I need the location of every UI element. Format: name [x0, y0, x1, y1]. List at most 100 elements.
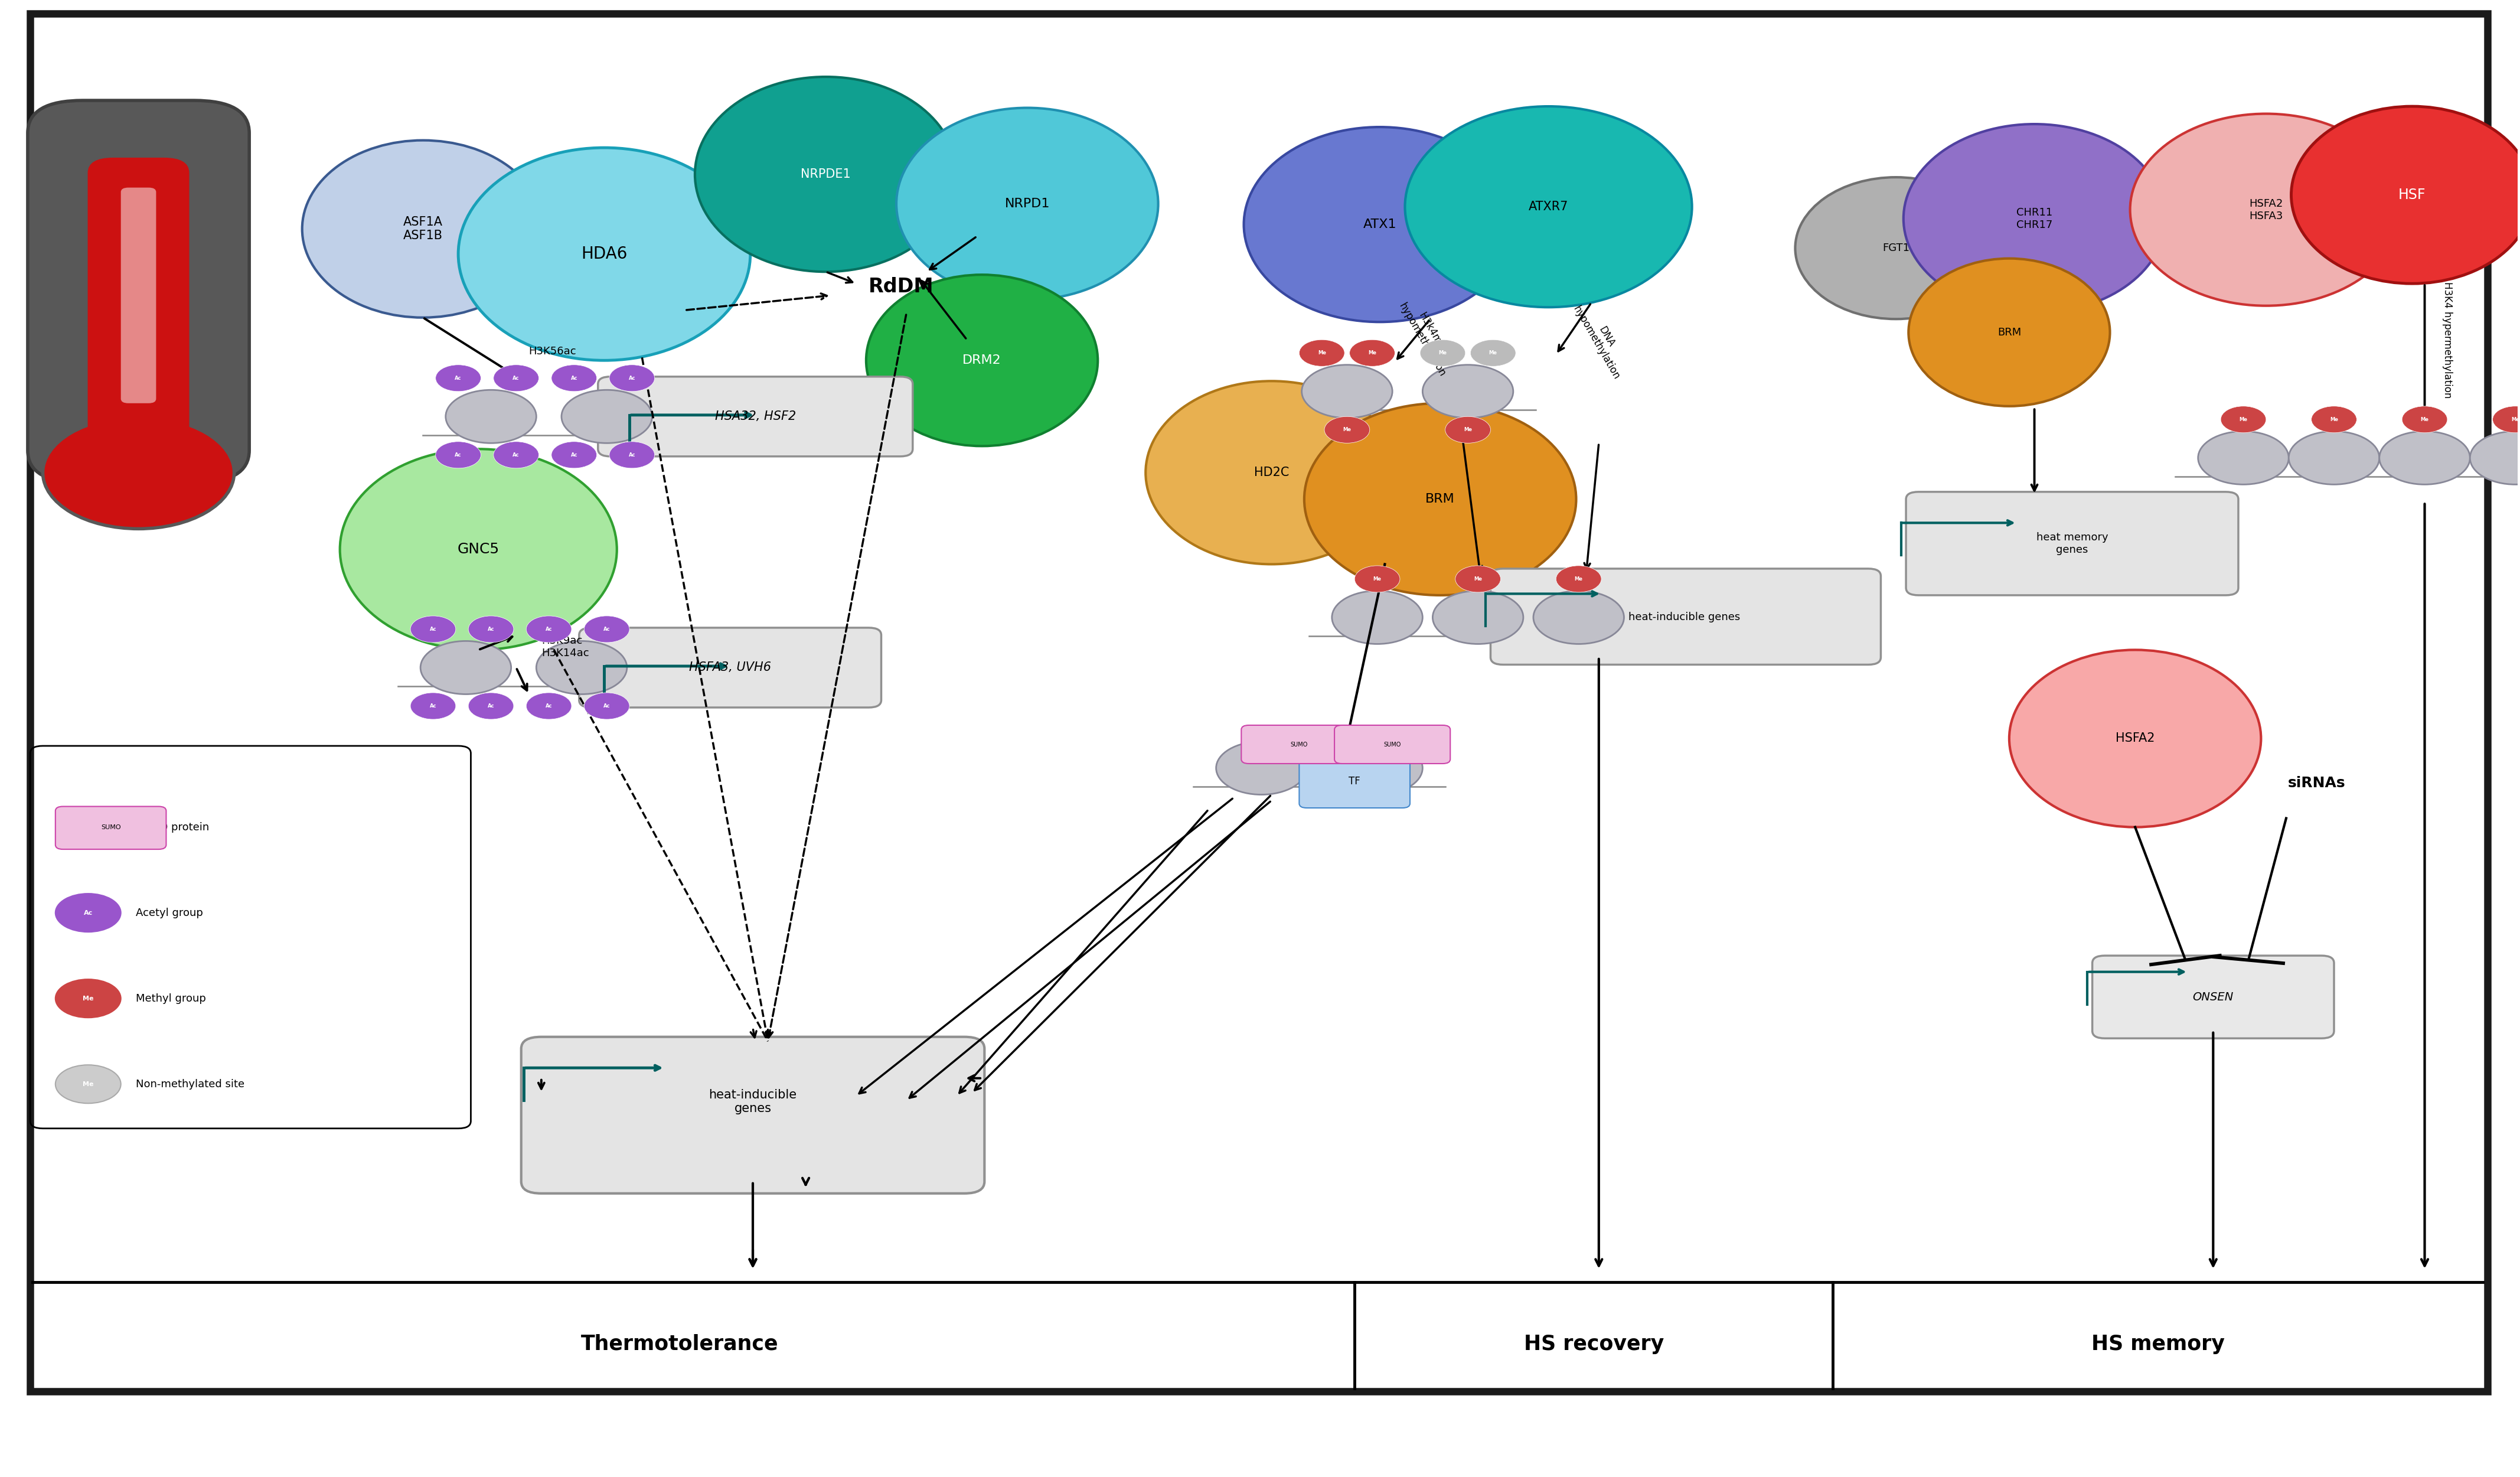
Circle shape	[1446, 417, 1489, 443]
Circle shape	[411, 616, 456, 642]
Circle shape	[1469, 340, 1515, 366]
Circle shape	[1300, 340, 1346, 366]
Circle shape	[610, 365, 655, 391]
Text: Me: Me	[2510, 417, 2520, 422]
Circle shape	[436, 365, 481, 391]
Text: Ac: Ac	[512, 375, 519, 381]
Text: SUMO: SUMO	[1290, 741, 1308, 747]
Ellipse shape	[1305, 403, 1575, 595]
Text: Me: Me	[2331, 417, 2339, 422]
Text: Me: Me	[1464, 427, 1472, 433]
Circle shape	[552, 442, 597, 468]
Text: Me: Me	[1489, 350, 1497, 356]
Text: HDA6: HDA6	[582, 245, 627, 263]
FancyBboxPatch shape	[30, 13, 2487, 1391]
Text: H3K56ac: H3K56ac	[529, 346, 577, 357]
Text: HSFA3, UVH6: HSFA3, UVH6	[688, 662, 771, 674]
Text: Ac: Ac	[486, 703, 494, 709]
Text: BRM: BRM	[1426, 493, 1454, 505]
Text: Me: Me	[1373, 576, 1381, 582]
Ellipse shape	[867, 275, 1099, 446]
Text: SUMO: SUMO	[1383, 741, 1401, 747]
Circle shape	[1532, 591, 1623, 644]
Text: CHR11
CHR17: CHR11 CHR17	[2016, 207, 2051, 230]
FancyBboxPatch shape	[1242, 725, 1358, 764]
Text: Ac: Ac	[602, 626, 610, 632]
FancyBboxPatch shape	[1336, 725, 1452, 764]
Text: Ac: Ac	[627, 452, 635, 458]
Ellipse shape	[1903, 124, 2165, 313]
Circle shape	[2492, 406, 2520, 433]
Text: NRPDE1: NRPDE1	[801, 168, 852, 180]
Text: Ac: Ac	[486, 626, 494, 632]
FancyBboxPatch shape	[28, 100, 249, 483]
Circle shape	[1333, 591, 1424, 644]
Ellipse shape	[1406, 106, 1691, 307]
Text: NRPD1: NRPD1	[1005, 198, 1051, 210]
Circle shape	[537, 641, 627, 694]
Circle shape	[2402, 406, 2447, 433]
Text: Me: Me	[2422, 417, 2429, 422]
Text: Thermotolerance: Thermotolerance	[582, 1334, 779, 1354]
Text: Ac: Ac	[454, 452, 461, 458]
Ellipse shape	[2008, 650, 2260, 827]
Circle shape	[1326, 417, 1371, 443]
Circle shape	[2197, 431, 2288, 484]
FancyBboxPatch shape	[522, 1037, 985, 1193]
Text: Non-methylated site: Non-methylated site	[136, 1078, 244, 1090]
Text: heat memory
genes: heat memory genes	[2036, 532, 2109, 555]
Circle shape	[2220, 406, 2265, 433]
Circle shape	[55, 979, 121, 1018]
Circle shape	[2311, 406, 2356, 433]
Circle shape	[1555, 566, 1600, 592]
Circle shape	[421, 641, 512, 694]
Circle shape	[55, 894, 121, 932]
FancyBboxPatch shape	[88, 158, 189, 446]
Circle shape	[411, 693, 456, 719]
Text: Me: Me	[1575, 576, 1583, 582]
Text: ATXR7: ATXR7	[1530, 201, 1567, 213]
Text: heat-inducible genes: heat-inducible genes	[1628, 611, 1741, 623]
Circle shape	[552, 365, 597, 391]
Circle shape	[610, 442, 655, 468]
Text: Me: Me	[1474, 576, 1482, 582]
Circle shape	[436, 442, 481, 468]
Circle shape	[1421, 340, 1464, 366]
Text: Ac: Ac	[431, 626, 436, 632]
Ellipse shape	[1147, 381, 1399, 564]
Circle shape	[43, 417, 234, 529]
Text: HS memory: HS memory	[2092, 1334, 2225, 1354]
Ellipse shape	[2129, 114, 2402, 306]
Text: Ac: Ac	[83, 910, 93, 916]
Circle shape	[494, 365, 539, 391]
Circle shape	[1217, 741, 1308, 795]
FancyBboxPatch shape	[580, 628, 882, 707]
Ellipse shape	[2291, 106, 2520, 284]
FancyBboxPatch shape	[1300, 755, 1411, 808]
Text: Ac: Ac	[454, 375, 461, 381]
FancyBboxPatch shape	[2092, 956, 2334, 1038]
Text: DRM2: DRM2	[963, 354, 1000, 366]
Circle shape	[469, 616, 514, 642]
Text: SUMO protein: SUMO protein	[136, 821, 209, 833]
Text: ONSEN: ONSEN	[2192, 991, 2233, 1003]
Text: Me: Me	[1439, 350, 1446, 356]
FancyBboxPatch shape	[121, 188, 156, 403]
Circle shape	[562, 390, 653, 443]
Circle shape	[1454, 566, 1499, 592]
Text: H3k4me3
hypomethylation: H3k4me3 hypomethylation	[1396, 295, 1459, 378]
Circle shape	[1356, 566, 1401, 592]
Ellipse shape	[696, 77, 958, 272]
FancyBboxPatch shape	[1489, 569, 1880, 665]
Circle shape	[585, 616, 630, 642]
Text: GNC5: GNC5	[459, 542, 499, 557]
Text: Me: Me	[83, 995, 93, 1001]
FancyBboxPatch shape	[597, 377, 912, 456]
FancyBboxPatch shape	[1905, 492, 2238, 595]
Text: Me: Me	[1318, 350, 1326, 356]
Text: Ac: Ac	[512, 452, 519, 458]
Text: TF: TF	[1348, 775, 1361, 787]
Text: Acetyl group: Acetyl group	[136, 907, 204, 919]
Text: Ac: Ac	[431, 703, 436, 709]
Circle shape	[527, 616, 572, 642]
